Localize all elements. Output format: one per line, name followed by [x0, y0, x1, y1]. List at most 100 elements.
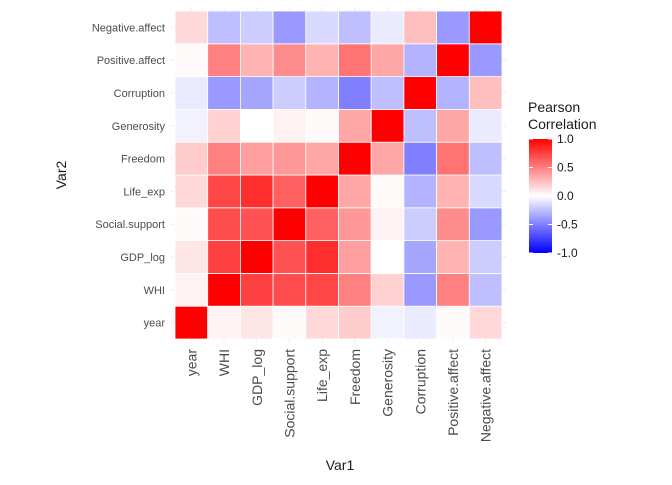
y-axis-title: Var2: [53, 161, 69, 190]
heatmap-cell-Social.support-WHI: [272, 272, 307, 307]
heatmap-cell-WHI-Negative.affect: [207, 10, 241, 45]
heatmap-cell-Negative.affect-Life_exp: [468, 174, 503, 209]
legend-tick-label: 1.0: [557, 132, 574, 146]
heatmap-cell-WHI-Corruption: [207, 76, 241, 110]
legend-title-line1: Pearson: [528, 99, 580, 115]
heatmap-cell-Negative.affect-Positive.affect: [468, 43, 503, 77]
heatmap-cell-Life_exp-year: [305, 305, 339, 340]
y-tick-label: WHI: [144, 285, 165, 297]
heatmap-cell-year-GDP_log: [174, 240, 209, 274]
y-tick-labels: year WHI GDP_log Social.support Life_exp Free…: [92, 22, 166, 329]
heatmap-cell-GDP_log-GDP_log: [239, 240, 274, 274]
x-tick-label: Social.support: [281, 349, 297, 438]
heatmap-cell-Life_exp-Life_exp: [305, 174, 339, 209]
x-tick-label: Freedom: [347, 349, 363, 405]
heatmap-cell-GDP_log-Negative.affect: [239, 10, 274, 45]
heatmap-cell-Positive.affect-Life_exp: [436, 174, 470, 209]
heatmap-cell-Negative.affect-Social.support: [468, 207, 503, 242]
heatmap-cell-year-year: [174, 305, 209, 340]
heatmap-cell-year-WHI: [174, 272, 209, 307]
y-tick-label: Corruption: [114, 88, 165, 100]
y-tick-label: Freedom: [121, 154, 165, 166]
color-legend: Pearson Correlation 1.0 0.5 0.0 -0.5 -1.0: [528, 99, 596, 260]
heatmap-cell-Negative.affect-year: [468, 305, 503, 340]
heatmap-cell-Corruption-Life_exp: [403, 174, 437, 209]
heatmap-cell-Life_exp-Negative.affect: [305, 10, 339, 45]
heatmap-cell-WHI-year: [207, 305, 241, 340]
legend-tick-label: 0.5: [557, 161, 574, 175]
heatmap-cell-Life_exp-Freedom: [305, 141, 339, 176]
heatmap-cell-year-Corruption: [174, 76, 209, 110]
heatmap-cell-Generosity-GDP_log: [370, 240, 405, 274]
heatmap-cell-Generosity-Negative.affect: [370, 10, 405, 45]
heatmap-cell-Positive.affect-GDP_log: [436, 240, 470, 274]
heatmap-cell-Life_exp-Corruption: [305, 76, 339, 110]
heatmap-cell-Freedom-Life_exp: [338, 174, 372, 209]
x-tick-label: WHI: [216, 349, 232, 376]
heatmap-cell-Social.support-Corruption: [272, 76, 307, 110]
y-tick-label: Life_exp: [123, 186, 165, 198]
x-tick-label: Generosity: [380, 349, 396, 417]
heatmap-cell-WHI-GDP_log: [207, 240, 241, 274]
heatmap-cell-Positive.affect-year: [436, 305, 470, 340]
heatmap-cell-GDP_log-Social.support: [239, 207, 274, 242]
legend-title-line2: Correlation: [528, 116, 596, 132]
y-tick-label: GDP_log: [120, 252, 165, 264]
heatmap-cell-Freedom-Negative.affect: [338, 10, 372, 45]
heatmap-cell-Life_exp-WHI: [305, 272, 339, 307]
heatmap-cell-WHI-WHI: [207, 272, 241, 307]
heatmap-cell-GDP_log-year: [239, 305, 274, 340]
heatmap-cell-Freedom-Positive.affect: [338, 43, 372, 77]
heatmap-cell-Corruption-Positive.affect: [403, 43, 437, 77]
heatmap-cell-Life_exp-Social.support: [305, 207, 339, 242]
heatmap-cell-Positive.affect-Freedom: [436, 141, 470, 176]
heatmap-cell-Generosity-WHI: [370, 272, 405, 307]
heatmap-cell-GDP_log-Corruption: [239, 76, 274, 110]
heatmap-cell-Positive.affect-Social.support: [436, 207, 470, 242]
heatmap-cell-Corruption-GDP_log: [403, 240, 437, 274]
heatmap-cell-Life_exp-Positive.affect: [305, 43, 339, 77]
heatmap-cell-Life_exp-Generosity: [305, 109, 339, 143]
x-tick-labels: year WHI GDP_log Social.support Life_exp Free…: [183, 349, 493, 442]
heatmap-cell-Corruption-Generosity: [403, 109, 437, 143]
heatmap-cell-Generosity-Corruption: [370, 76, 405, 110]
x-tick-label: Positive.affect: [445, 349, 461, 436]
heatmap-cell-Freedom-year: [338, 305, 372, 340]
heatmap-cell-year-Negative.affect: [174, 10, 209, 45]
heatmap-cell-Positive.affect-Generosity: [436, 109, 470, 143]
heatmap-cell-year-Freedom: [174, 141, 209, 176]
heatmap-cell-GDP_log-Generosity: [239, 109, 274, 143]
y-tick-label: Generosity: [112, 121, 166, 133]
heatmap-cell-Negative.affect-Corruption: [468, 76, 503, 110]
heatmap-cell-Generosity-Life_exp: [370, 174, 405, 209]
y-tick-label: Negative.affect: [92, 22, 165, 34]
heatmap-cell-Corruption-WHI: [403, 272, 437, 307]
heatmap-cell-Social.support-Freedom: [272, 141, 307, 176]
heatmap-cell-Generosity-Positive.affect: [370, 43, 405, 77]
heatmap-cell-Social.support-Life_exp: [272, 174, 307, 209]
x-tick-label: GDP_log: [249, 349, 265, 406]
heatmap-cell-Social.support-year: [272, 305, 307, 340]
heatmap-cell-Positive.affect-Positive.affect: [436, 43, 470, 77]
y-tick-label: Positive.affect: [97, 55, 165, 67]
heatmap-cell-Negative.affect-GDP_log: [468, 240, 503, 274]
heatmap-cell-WHI-Generosity: [207, 109, 241, 143]
x-tick-label: Life_exp: [314, 349, 330, 402]
heatmap-cell-Freedom-Generosity: [338, 109, 372, 143]
x-tick-label: Negative.affect: [478, 349, 494, 442]
heatmap-cell-Negative.affect-WHI: [468, 272, 503, 307]
heatmap-cell-Generosity-Generosity: [370, 109, 405, 143]
heatmap-cell-Negative.affect-Freedom: [468, 141, 503, 176]
heatmap-cell-Freedom-WHI: [338, 272, 372, 307]
heatmap-cell-Freedom-Social.support: [338, 207, 372, 242]
heatmap-cell-Positive.affect-Corruption: [436, 76, 470, 110]
heatmap-cell-Corruption-Social.support: [403, 207, 437, 242]
heatmap-cell-year-Generosity: [174, 109, 209, 143]
heatmap-cell-Social.support-GDP_log: [272, 240, 307, 274]
x-axis-title: Var1: [326, 457, 355, 473]
heatmap-cell-Social.support-Social.support: [272, 207, 307, 242]
x-tick-label: Corruption: [412, 349, 428, 414]
heatmap-cell-Generosity-Social.support: [370, 207, 405, 242]
y-tick-label: Social.support: [95, 219, 165, 231]
